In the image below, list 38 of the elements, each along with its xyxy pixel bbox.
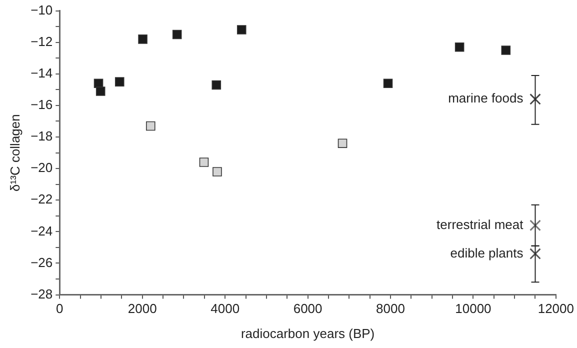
x-tick-label: 0 bbox=[56, 301, 64, 316]
point bbox=[383, 78, 393, 88]
y-tick-label: −10 bbox=[30, 2, 53, 18]
y-tick-label: −16 bbox=[30, 97, 53, 112]
point bbox=[199, 158, 209, 167]
y-tick-label: −26 bbox=[30, 254, 53, 270]
x-tick-label: 10000 bbox=[455, 301, 492, 316]
series-label: marine foods bbox=[448, 90, 524, 106]
point bbox=[114, 77, 124, 86]
y-axis-title: δ¹³C collagen bbox=[7, 114, 22, 192]
x-tick-label: 4000 bbox=[210, 301, 240, 316]
y-tick-label: −14 bbox=[30, 65, 53, 80]
x-tick-label: 6000 bbox=[293, 301, 322, 316]
point bbox=[338, 138, 348, 148]
point bbox=[530, 220, 541, 232]
point bbox=[530, 248, 541, 260]
y-tick-label: −24 bbox=[30, 223, 53, 238]
series-label: terrestrial meat bbox=[436, 216, 524, 232]
point bbox=[96, 86, 106, 96]
point bbox=[138, 34, 148, 44]
point bbox=[146, 121, 156, 131]
x-tick-label: 2000 bbox=[128, 301, 157, 316]
y-tick-label: −20 bbox=[30, 160, 53, 176]
y-tick-label: −18 bbox=[30, 128, 53, 144]
point bbox=[501, 46, 511, 55]
point bbox=[454, 42, 464, 52]
x-tick-label: 8000 bbox=[376, 301, 405, 316]
point bbox=[212, 167, 222, 176]
point bbox=[530, 93, 541, 105]
x-tick-label: 12000 bbox=[538, 301, 574, 316]
point bbox=[212, 80, 222, 90]
point bbox=[236, 25, 246, 34]
y-tick-label: −22 bbox=[30, 192, 53, 207]
y-tick-label: −12 bbox=[30, 34, 53, 49]
point bbox=[172, 30, 182, 40]
series-label: edible plants bbox=[450, 245, 524, 260]
x-axis-title: radiocarbon years (BP) bbox=[240, 326, 375, 341]
y-tick-label: −28 bbox=[30, 286, 53, 302]
